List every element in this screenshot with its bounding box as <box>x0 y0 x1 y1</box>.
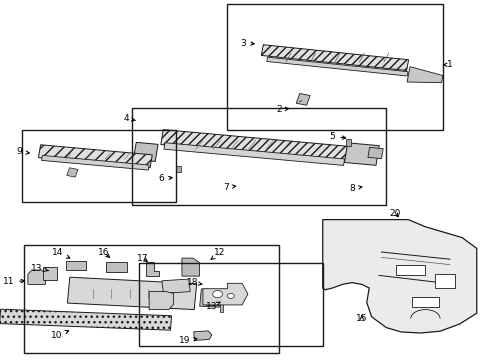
Polygon shape <box>203 283 247 305</box>
Circle shape <box>227 293 234 298</box>
Bar <box>24 245 278 353</box>
Text: 19: 19 <box>179 336 197 346</box>
Polygon shape <box>434 274 454 288</box>
Polygon shape <box>162 279 190 293</box>
Text: 12: 12 <box>211 248 225 259</box>
Text: 7: 7 <box>223 183 235 192</box>
Polygon shape <box>0 309 171 330</box>
Polygon shape <box>406 67 442 83</box>
Polygon shape <box>322 220 476 333</box>
Text: 13: 13 <box>205 302 220 311</box>
Text: 6: 6 <box>158 174 172 183</box>
Polygon shape <box>105 262 127 272</box>
Polygon shape <box>39 145 152 168</box>
Text: 17: 17 <box>137 254 148 263</box>
Polygon shape <box>411 297 438 307</box>
Polygon shape <box>42 267 57 280</box>
Polygon shape <box>193 331 211 341</box>
Polygon shape <box>41 156 149 170</box>
Text: 8: 8 <box>348 184 361 193</box>
Polygon shape <box>66 261 85 270</box>
Polygon shape <box>395 265 425 275</box>
Polygon shape <box>133 142 158 162</box>
Polygon shape <box>161 130 347 161</box>
Text: 1: 1 <box>443 60 452 69</box>
Text: 10: 10 <box>50 330 68 340</box>
Bar <box>139 263 322 346</box>
Polygon shape <box>67 277 196 310</box>
Text: 13: 13 <box>31 264 48 273</box>
Text: 5: 5 <box>329 132 345 140</box>
Text: 20: 20 <box>388 209 400 217</box>
Polygon shape <box>145 262 159 276</box>
Polygon shape <box>206 294 223 312</box>
Circle shape <box>212 291 222 298</box>
Polygon shape <box>149 292 173 310</box>
Bar <box>227 4 442 130</box>
Text: 18: 18 <box>187 278 202 287</box>
Polygon shape <box>367 147 383 159</box>
Polygon shape <box>182 258 199 276</box>
Polygon shape <box>66 168 78 177</box>
Text: 4: 4 <box>123 113 135 122</box>
Text: 15: 15 <box>355 314 367 323</box>
Polygon shape <box>199 289 221 307</box>
Text: 16: 16 <box>98 248 110 257</box>
Bar <box>22 130 176 202</box>
Polygon shape <box>345 139 350 146</box>
Text: 3: 3 <box>240 39 254 48</box>
Text: 9: 9 <box>17 148 29 156</box>
Text: 11: 11 <box>2 277 24 286</box>
Polygon shape <box>28 270 45 284</box>
Polygon shape <box>163 143 344 165</box>
Polygon shape <box>296 94 309 105</box>
Polygon shape <box>176 166 181 172</box>
Polygon shape <box>266 57 407 76</box>
Text: 14: 14 <box>52 248 70 258</box>
Bar <box>132 108 386 205</box>
Polygon shape <box>261 45 408 71</box>
Text: 2: 2 <box>275 105 288 114</box>
Polygon shape <box>344 143 379 165</box>
